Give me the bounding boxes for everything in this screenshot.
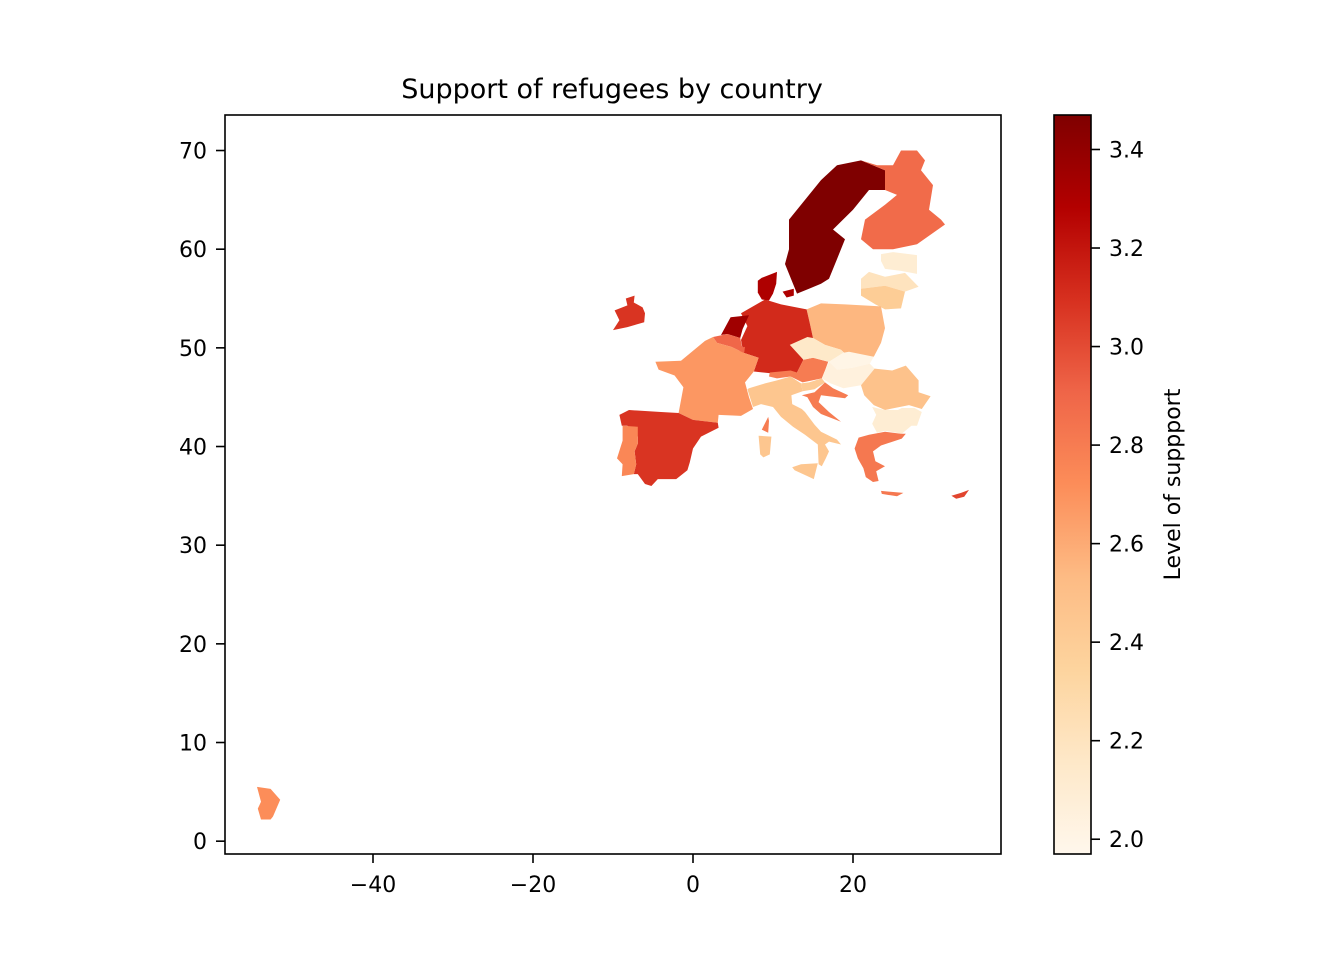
country-region-31 [257,786,281,820]
colorbar-tick-label: 2.0 [1109,828,1144,853]
x-axis: −40 −20 0 20 [350,854,867,898]
country-region-10 [713,334,744,353]
country-region-12 [655,337,759,423]
colorbar-tick-label: 2.4 [1109,631,1144,656]
colorbar-tick-label: 2.6 [1109,533,1144,558]
country-region-7 [757,271,777,301]
plot-frame [224,114,1002,855]
country-region-8 [782,288,794,298]
country-region-4 [861,285,905,310]
colorbar-tick-label: 2.8 [1109,434,1144,459]
map-regions [257,150,969,820]
country-region-30 [951,489,969,499]
country-region-26 [861,365,931,410]
colorbar-tick-label: 3.4 [1109,138,1144,163]
country-region-15 [613,295,645,331]
country-region-27 [872,407,922,434]
country-region-16 [747,376,841,467]
colorbar-tick-label: 3.2 [1109,237,1144,262]
country-region-22 [829,351,874,370]
country-region-28 [854,431,906,482]
y-tick-label: 70 [179,140,207,165]
y-tick-label: 40 [179,436,207,461]
country-region-9 [721,315,749,338]
y-tick-label: 30 [179,534,207,559]
x-tick-label: −20 [510,873,556,898]
y-tick-label: 20 [179,633,207,658]
country-region-2 [881,252,917,274]
y-tick-label: 0 [193,830,207,855]
country-region-6 [741,299,813,374]
country-region-11 [739,346,745,353]
country-region-1 [861,150,945,250]
country-region-24 [801,378,825,392]
y-axis: 0 10 20 30 40 50 60 70 [179,140,225,855]
colorbar [1053,114,1092,855]
chart-title: Support of refugees by country [401,74,823,105]
colorbar-axis: 2.0 2.2 2.4 2.6 2.8 3.0 3.2 3.4 [1091,138,1144,853]
colorbar-tick-label: 3.0 [1109,336,1144,361]
y-tick-label: 10 [179,732,207,757]
y-tick-label: 50 [179,337,207,362]
country-region-19 [761,416,769,433]
country-region-0 [785,160,885,294]
country-region-23 [821,361,875,389]
x-tick-label: 20 [839,873,867,898]
colorbar-tick-label: 2.2 [1109,730,1144,755]
country-region-20 [769,357,829,383]
country-region-5 [806,303,885,357]
country-region-3 [861,271,919,292]
country-region-18 [758,435,772,458]
country-region-14 [617,425,638,477]
colorbar-label: Level of suppport [1161,388,1186,580]
y-tick-label: 60 [179,238,207,263]
country-region-29 [881,490,904,497]
country-region-25 [801,382,849,422]
country-region-13 [619,410,719,486]
country-region-21 [789,337,844,362]
x-tick-label: 0 [686,873,700,898]
x-tick-label: −40 [350,873,396,898]
country-region-17 [792,463,818,480]
